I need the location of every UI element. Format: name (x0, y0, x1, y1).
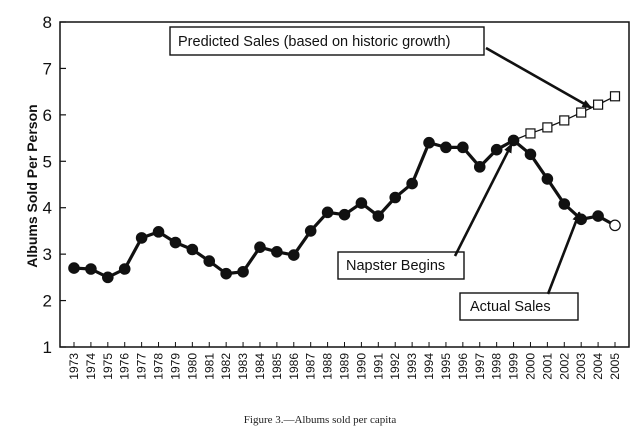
actual-point (423, 136, 435, 149)
predicted-point (576, 107, 587, 118)
actual-point (592, 210, 604, 222)
x-tick-label: 1975 (101, 353, 115, 380)
actual-point (558, 198, 571, 210)
predicted-point (542, 122, 553, 133)
actual-point (321, 206, 334, 219)
actual-point (254, 241, 266, 253)
x-tick-label: 2004 (591, 353, 605, 380)
actual-point (186, 243, 199, 256)
x-tick-label: 1973 (67, 353, 81, 380)
actual-point (338, 208, 351, 221)
annotation-predicted-box (169, 26, 485, 56)
predicted-point (525, 128, 536, 139)
arrow-actual (546, 211, 581, 295)
annotation-predicted: Predicted Sales (based on historic growt… (169, 26, 485, 56)
x-tick-label: 1982 (219, 353, 233, 380)
x-tick-label: 1999 (507, 353, 521, 380)
actual-point (169, 236, 182, 249)
x-tick-label: 1978 (152, 353, 166, 380)
x-tick-label: 1977 (135, 353, 149, 380)
x-tick-label: 1990 (354, 353, 368, 380)
actual-point (304, 225, 317, 237)
actual-point (271, 246, 283, 258)
x-tick-label: 1983 (236, 353, 250, 380)
x-tick-label: 1976 (118, 353, 132, 380)
y-tick-label: 8 (43, 13, 52, 32)
y-tick-label: 6 (43, 106, 52, 125)
x-tick-label: 1995 (439, 353, 453, 380)
actual-point (440, 141, 452, 154)
annotation-napster-box (337, 251, 465, 280)
actual-point (68, 262, 80, 274)
actual-point (355, 197, 368, 209)
x-tick-label: 1979 (168, 353, 182, 380)
y-tick-label: 5 (43, 152, 52, 171)
y-tick-label: 1 (43, 338, 52, 357)
x-tick-label: 1992 (388, 353, 402, 380)
actual-point (406, 177, 418, 190)
actual-point (152, 226, 165, 238)
annotation-napster: Napster Begins (337, 251, 465, 280)
y-axis-ticks: 1 2 3 4 5 6 7 8 (43, 13, 66, 357)
actual-point (372, 210, 385, 222)
actual-point (490, 143, 503, 156)
actual-point (220, 267, 232, 280)
actual-point (609, 219, 621, 232)
annotation-actual-box (459, 292, 579, 321)
x-tick-label: 1991 (371, 353, 385, 380)
x-tick-label: 1994 (422, 353, 436, 380)
arrow-predicted (485, 46, 593, 110)
x-tick-label: 2001 (540, 353, 554, 380)
predicted-point (609, 91, 621, 102)
y-tick-label: 2 (43, 292, 52, 311)
x-tick-label: 1980 (185, 353, 199, 380)
x-tick-label: 1989 (338, 353, 352, 380)
x-axis-ticks: 1973 1974 1975 1976 1977 1978 1979 1980 1981 1982… (67, 342, 622, 380)
actual-point (287, 249, 300, 261)
actual-point (473, 161, 486, 173)
predicted-point (592, 99, 604, 110)
predicted-point (559, 115, 570, 126)
x-tick-label: 2005 (608, 353, 622, 380)
x-tick-label: 1997 (473, 353, 487, 380)
actual-point (457, 141, 469, 154)
x-tick-label: 2002 (557, 353, 571, 380)
actual-point (102, 271, 114, 284)
x-tick-label: 1974 (84, 353, 98, 380)
actual-point (237, 265, 249, 278)
annotation-actual-label: Actual Sales (470, 299, 551, 315)
actual-point (524, 148, 537, 161)
y-tick-label: 3 (43, 245, 52, 264)
x-tick-label: 2000 (523, 353, 537, 380)
actual-point (507, 134, 520, 147)
arrow-napster (453, 142, 514, 257)
figure-caption: Figure 3.—Albums sold per capita (244, 414, 397, 426)
actual-point (541, 173, 554, 185)
annotation-actual: Actual Sales (459, 292, 579, 321)
actual-point (85, 263, 97, 275)
y-tick-label: 7 (43, 59, 52, 78)
x-tick-label: 1985 (270, 353, 284, 380)
y-axis-label: Albums Sold Per Person (24, 104, 40, 267)
series-layer (68, 91, 621, 284)
x-tick-label: 2003 (574, 353, 588, 380)
actual-point (118, 263, 131, 275)
x-tick-label: 1993 (405, 353, 419, 380)
x-tick-label: 1986 (287, 353, 301, 380)
x-tick-label: 1984 (253, 353, 267, 380)
x-tick-label: 1987 (304, 353, 318, 380)
x-tick-label: 1988 (321, 353, 335, 380)
actual-point (135, 232, 148, 244)
x-tick-label: 1998 (490, 353, 504, 380)
x-tick-label: 1981 (202, 353, 216, 380)
actual-point (389, 191, 402, 204)
y-tick-label: 4 (43, 199, 52, 218)
x-tick-label: 1996 (456, 353, 470, 380)
annotation-napster-label: Napster Begins (346, 258, 445, 274)
annotation-predicted-label: Predicted Sales (based on historic growt… (178, 34, 450, 50)
actual-point (203, 255, 216, 267)
